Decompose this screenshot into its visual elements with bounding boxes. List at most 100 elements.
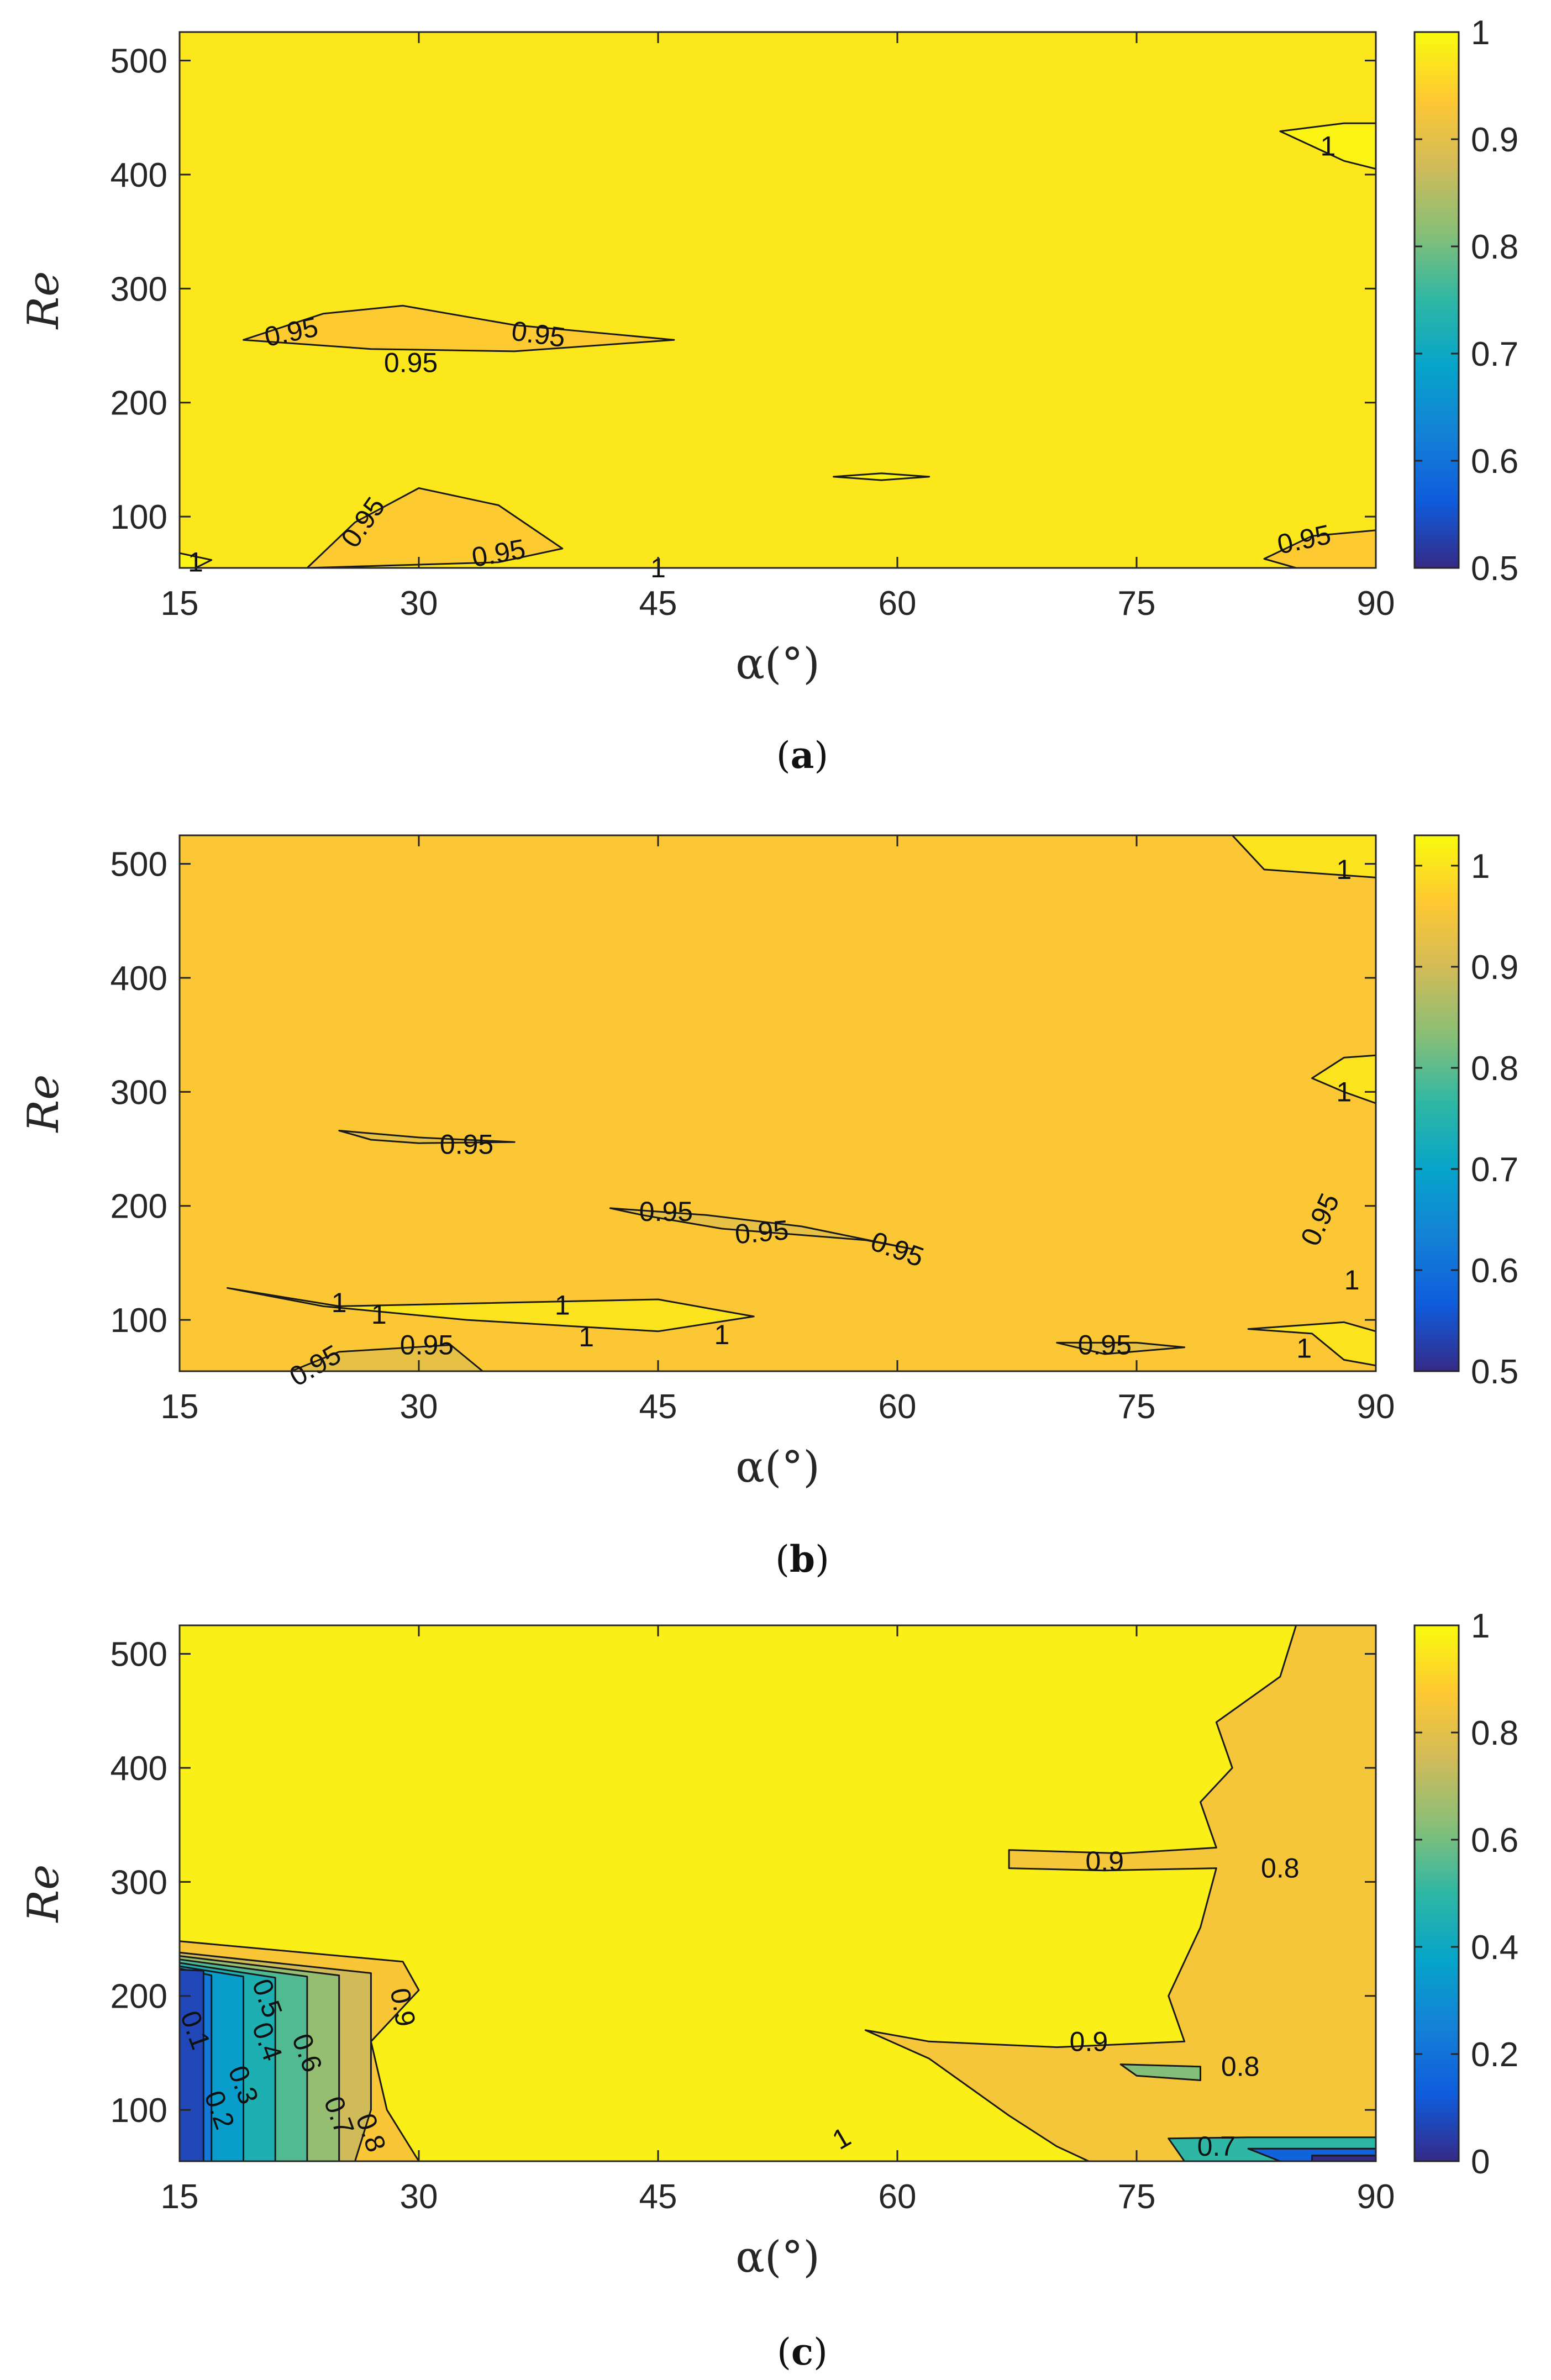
contour-region xyxy=(1056,1341,1186,1355)
panel-b: 0.950.950.95 0.950.950.95 0.950.951 1 11 1111… xyxy=(19,834,1518,1581)
y-tick-label: 200 xyxy=(111,1188,167,1226)
contour-region xyxy=(864,1624,1377,2162)
y-tick-label: 400 xyxy=(111,960,167,998)
contour-label: 1 xyxy=(555,1289,570,1320)
y-tick-label: 500 xyxy=(111,846,167,884)
x-tick-label: 75 xyxy=(1118,1388,1156,1426)
y-tick-label: 200 xyxy=(111,1978,167,2016)
colorbar-tick-label: 0.6 xyxy=(1471,1821,1518,1860)
contour-region xyxy=(243,304,675,352)
colorbar-tick-label: 0.7 xyxy=(1471,1151,1518,1189)
contour-label: 1 xyxy=(1320,130,1336,161)
contour-label: 0.95 xyxy=(400,1330,454,1361)
colorbar-tick-label: 1 xyxy=(1471,14,1490,52)
contour-label: 0.8 xyxy=(1261,1853,1300,1884)
x-tick-label: 75 xyxy=(1118,2178,1156,2216)
x-tick-label: 60 xyxy=(879,585,917,623)
colorbar-tick-label: 0.2 xyxy=(1471,2036,1518,2074)
x-tick-label: 90 xyxy=(1357,1388,1395,1426)
panel-a-caption: (a) xyxy=(776,734,828,777)
axes-box xyxy=(178,31,1377,569)
contour-label: 1 xyxy=(1296,1333,1312,1364)
axes-box xyxy=(178,1624,1377,2162)
contour-label: 0.9 xyxy=(1086,1846,1124,1877)
x-tick-label: 90 xyxy=(1357,2178,1395,2216)
contour-plot-b: 0.950.950.95 0.950.950.95 0.950.951 1 11 1111… xyxy=(19,834,1395,1492)
panel-b-caption: (b) xyxy=(775,1537,829,1581)
y-tick-label: 300 xyxy=(111,1073,167,1112)
y-tick-label: 500 xyxy=(111,1636,167,1674)
colorbar-tick-label: 0.6 xyxy=(1471,1252,1518,1290)
y-axis-label: Re xyxy=(19,1865,69,1924)
contour-region xyxy=(1311,2155,1377,2162)
colorbar-tick-label: 0.5 xyxy=(1471,550,1518,588)
y-tick-label: 300 xyxy=(111,270,167,308)
contour-label: 0.95 xyxy=(384,347,438,378)
colorbar-gradient xyxy=(1413,31,1460,569)
colorbar-b: 0.5 0.6 0.7 0.8 0.9 1 xyxy=(1413,834,1518,1391)
contour-region xyxy=(338,1130,516,1144)
y-axis-label: Re xyxy=(19,271,69,330)
y-tick-label: 100 xyxy=(111,2092,167,2130)
contour-region xyxy=(833,472,930,481)
x-tick-label: 45 xyxy=(639,585,677,623)
contour-label: 1 xyxy=(1336,854,1352,885)
contour-label: 0.9 xyxy=(385,1986,422,2029)
x-tick-label: 90 xyxy=(1357,585,1395,623)
y-tick-label: 200 xyxy=(111,385,167,423)
contour-label: 1 xyxy=(1344,1265,1360,1296)
contour-label: 0.95 xyxy=(1078,1330,1132,1361)
y-tick-label: 300 xyxy=(111,1863,167,1902)
contour-label: 0.9 xyxy=(1070,2026,1108,2057)
y-axis-label: Re xyxy=(19,1075,69,1134)
colorbar-tick-label: 0.8 xyxy=(1471,1714,1518,1752)
x-axis-label: α(°) xyxy=(735,1442,820,1492)
colorbar-tick-label: 1 xyxy=(1471,847,1490,886)
colorbar-tick-label: 0.7 xyxy=(1471,335,1518,373)
y-tick-label: 400 xyxy=(111,1750,167,1788)
contour-region xyxy=(1119,2063,1201,2081)
x-tick-label: 15 xyxy=(161,585,199,623)
contour-label: 0.95 xyxy=(639,1196,693,1227)
colorbar-tick-label: 0.8 xyxy=(1471,1050,1518,1088)
background-fill xyxy=(180,835,1376,1371)
colorbar-tick-label: 0.4 xyxy=(1471,1929,1518,1967)
contour-label: 0.95 xyxy=(734,1214,790,1250)
colorbar-tick-label: 0.6 xyxy=(1471,443,1518,481)
y-tick-label: 500 xyxy=(111,43,167,81)
contour-region xyxy=(227,1287,755,1333)
x-tick-label: 30 xyxy=(400,585,438,623)
contour-label: 1 xyxy=(579,1321,594,1352)
x-tick-label: 60 xyxy=(879,1388,917,1426)
contour-region xyxy=(178,1968,204,2162)
axes-box xyxy=(178,834,1377,1372)
y-tick-label: 100 xyxy=(111,498,167,536)
colorbar-tick-label: 0.8 xyxy=(1471,228,1518,266)
colorbar-tick-label: 0.9 xyxy=(1471,949,1518,987)
contour-label: 0.95 xyxy=(509,315,567,353)
contour-label: 1 xyxy=(714,1319,730,1350)
colorbar-a: 0.5 0.6 0.7 0.8 0.9 1 xyxy=(1413,14,1518,588)
colorbar-tick-label: 1 xyxy=(1471,1607,1490,1645)
y-tick-label: 400 xyxy=(111,156,167,194)
x-axis-label: α(°) xyxy=(735,639,820,689)
contour-region xyxy=(306,487,564,569)
x-tick-label: 75 xyxy=(1118,585,1156,623)
x-tick-label: 15 xyxy=(161,1388,199,1426)
contour-plot-c: 0.10.20.30.40.50.60.70.80.90.9 0.80.90.80… xyxy=(19,1624,1395,2282)
colorbar-tick-label: 0.9 xyxy=(1471,121,1518,159)
x-tick-label: 60 xyxy=(879,2178,917,2216)
background-fill xyxy=(180,32,1376,568)
x-tick-label: 15 xyxy=(161,2178,199,2216)
colorbar-tick-label: 0 xyxy=(1471,2143,1490,2181)
contour-label: 1 xyxy=(371,1299,387,1330)
contour-region xyxy=(609,1207,914,1250)
colorbar-c: 0 0.2 0.4 0.6 0.8 1 xyxy=(1413,1607,1518,2181)
x-axis-label: α(°) xyxy=(735,2232,820,2282)
panel-c: 0.10.20.30.40.50.60.70.80.90.9 0.80.90.80… xyxy=(19,1607,1518,2373)
contour-label: 0.95 xyxy=(440,1129,493,1160)
x-tick-label: 30 xyxy=(400,2178,438,2216)
